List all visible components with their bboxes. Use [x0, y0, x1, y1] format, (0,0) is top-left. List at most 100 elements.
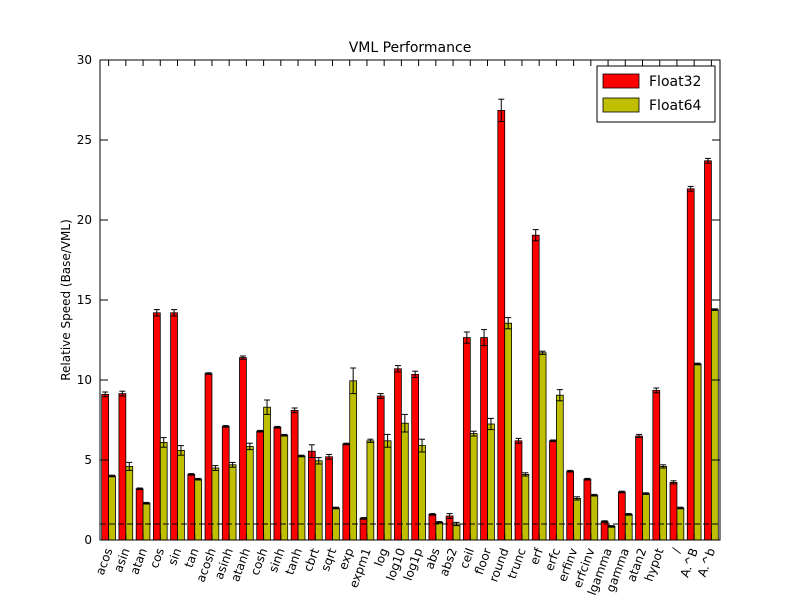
error-bar-float64-24: [522, 472, 529, 477]
error-bar-float64-2: [143, 501, 150, 505]
legend: Float32 Float64: [596, 65, 716, 123]
bar-float32-13: [325, 456, 333, 541]
legend-label-float64: Float64: [649, 98, 701, 114]
error-bar-float32-8: [239, 355, 246, 360]
error-bar-float32-11: [291, 407, 298, 414]
x-tick-label-21: ceil: [457, 546, 477, 570]
bar-float32-1: [118, 393, 127, 541]
bar-float32-22: [480, 337, 488, 541]
y-axis-title: Relative Speed (Base/VML): [59, 219, 73, 381]
error-bar-float64-3: [160, 437, 167, 448]
plot-area: 051015202530acosasinatancossintanacoshas…: [77, 53, 721, 597]
error-bar-float64-18: [419, 438, 426, 453]
error-bar-float32-9: [257, 429, 264, 433]
bar-float64-1: [125, 465, 134, 541]
bar-float32-25: [531, 234, 540, 541]
error-bar-float32-34: [687, 185, 694, 192]
error-bar-float32-1: [119, 390, 126, 397]
error-bar-float32-19: [429, 513, 436, 516]
error-bar-float32-14: [343, 442, 350, 446]
x-tick-label-19: abs: [422, 546, 442, 571]
x-tick-label-16: log: [372, 546, 391, 568]
error-bar-float64-33: [677, 506, 684, 510]
legend-label-float32: Float32: [649, 74, 701, 90]
error-bar-float32-3: [153, 309, 160, 317]
error-bar-float32-0: [102, 391, 109, 398]
error-bar-float32-5: [188, 473, 195, 476]
bar-float32-19: [428, 514, 437, 541]
y-tick-label-0: 0: [84, 533, 92, 547]
error-bar-float64-15: [367, 438, 374, 443]
bar-float64-2: [142, 502, 151, 541]
bar-float32-11: [290, 409, 299, 541]
error-bar-float64-0: [109, 474, 116, 478]
error-bar-float32-10: [274, 425, 281, 429]
error-bar-float32-17: [394, 365, 401, 373]
error-bar-float64-14: [350, 367, 357, 395]
bar-float64-25: [538, 352, 547, 541]
error-bar-float32-24: [515, 437, 522, 444]
error-bar-float32-7: [222, 425, 229, 428]
error-bar-float32-18: [412, 370, 419, 379]
bar-float64-27: [573, 497, 581, 541]
y-tick-label-4: 20: [77, 213, 92, 227]
bar-float32-5: [187, 473, 196, 541]
y-tick-label-3: 15: [77, 293, 92, 307]
error-bar-float32-33: [670, 480, 677, 485]
bar-float32-8: [239, 357, 247, 541]
x-tick-label-33: /: [669, 545, 684, 554]
error-bar-float32-31: [636, 433, 643, 439]
bar-float32-0: [101, 393, 110, 541]
bar-float32-16: [376, 395, 385, 541]
bar-float32-4: [170, 312, 178, 541]
error-bar-float32-21: [463, 331, 470, 344]
error-bar-float64-26: [556, 389, 563, 402]
bar-float32-7: [221, 425, 230, 541]
error-bar-float64-21: [470, 430, 477, 437]
bar-float64-8: [245, 445, 254, 541]
bar-float64-30: [624, 514, 633, 541]
bar-float32-30: [617, 491, 626, 541]
error-bar-float64-31: [642, 492, 649, 495]
bar-float32-20: [445, 515, 454, 541]
bar-float64-24: [521, 473, 530, 541]
error-bar-float64-29: [608, 525, 615, 528]
bar-float32-28: [583, 478, 592, 541]
error-bar-float32-29: [601, 520, 608, 523]
bar-float64-15: [366, 440, 375, 541]
error-bar-float64-17: [401, 413, 408, 433]
bar-float32-17: [394, 368, 402, 541]
legend-swatch-float64: [602, 97, 640, 113]
bar-float64-29: [607, 526, 616, 541]
bar-float32-6: [204, 373, 213, 541]
error-bar-float64-19: [436, 521, 443, 524]
error-bar-float64-16: [384, 433, 391, 448]
error-bar-float64-32: [660, 464, 667, 469]
bar-float64-9: [263, 406, 271, 541]
error-bar-float64-1: [126, 461, 133, 471]
legend-swatch-float32: [602, 73, 640, 89]
bar-float64-35: [710, 309, 719, 541]
error-bar-float32-25: [532, 229, 539, 242]
bar-float32-27: [566, 470, 575, 541]
bar-float32-33: [669, 481, 678, 541]
error-bar-float32-23: [498, 98, 505, 123]
error-bar-float64-27: [574, 496, 581, 501]
error-bar-float32-22: [481, 329, 488, 347]
bar-float64-16: [383, 440, 392, 541]
error-bar-float32-32: [653, 387, 660, 394]
error-bar-float32-27: [567, 469, 574, 473]
error-bar-float64-13: [332, 506, 339, 510]
y-tick-label-2: 10: [77, 373, 92, 387]
bar-float32-10: [273, 426, 282, 541]
bar-float32-26: [549, 440, 557, 541]
error-bar-float64-28: [591, 493, 598, 497]
bar-float32-12: [307, 450, 316, 541]
bar-float64-17: [400, 422, 409, 541]
bar-float32-32: [652, 389, 661, 541]
error-bar-float32-28: [584, 477, 591, 481]
bar-float64-31: [642, 493, 650, 541]
bar-float32-35: [704, 160, 712, 541]
plot-frame: [99, 59, 721, 541]
error-bar-float64-10: [281, 433, 288, 437]
